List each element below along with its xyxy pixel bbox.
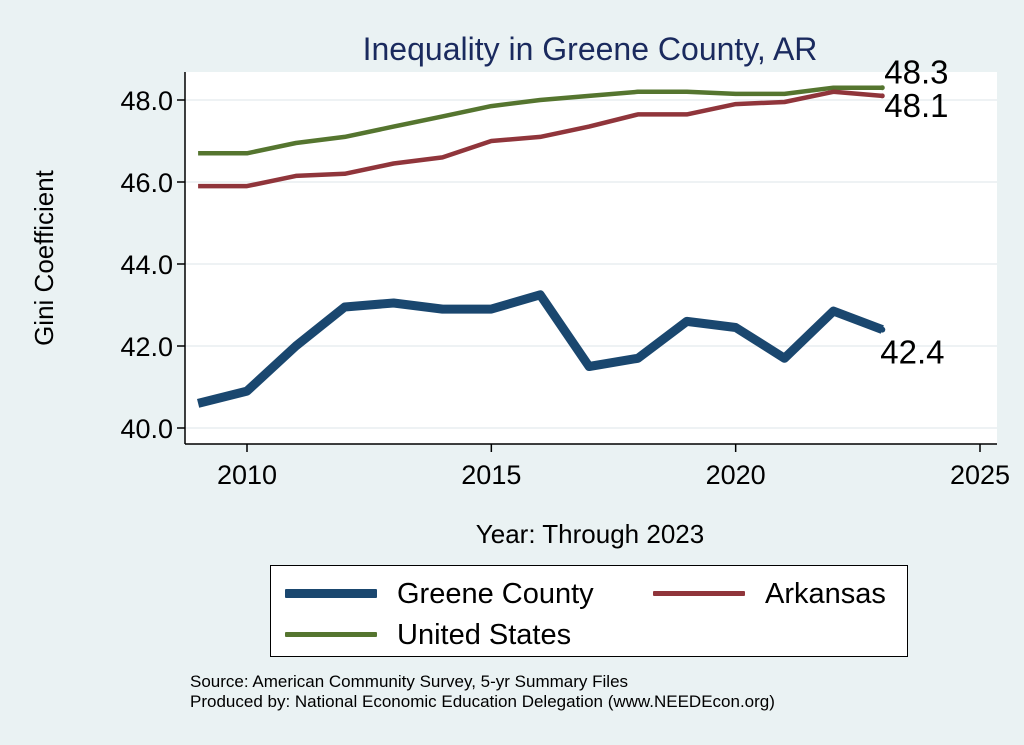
legend-swatch-united-states — [285, 632, 377, 637]
series-line-united-states — [198, 85, 883, 156]
data-series — [197, 85, 886, 408]
end-label-arkansas: 48.1 — [884, 87, 948, 124]
series-end-point — [879, 85, 885, 91]
chart-title: Inequality in Greene County, AR — [363, 31, 818, 67]
y-tick-label: 40.0 — [120, 414, 173, 444]
end-labels: 42.4 48.148.3 — [880, 54, 948, 371]
legend-label-greene-county: Greene County — [397, 578, 594, 610]
legend-swatch-greene-county — [285, 589, 377, 598]
x-tick-label: 2015 — [461, 460, 521, 490]
y-tick-label: 42.0 — [120, 332, 173, 362]
x-tick-label: 2020 — [706, 460, 766, 490]
gridlines — [185, 99, 997, 429]
x-tick-label: 2025 — [950, 460, 1010, 490]
series-end-point — [879, 326, 886, 333]
produced-by-note: Produced by: National Economic Education… — [190, 692, 775, 711]
y-tick-label: 44.0 — [120, 250, 173, 280]
end-label-greene-county: 42.4 — [880, 334, 944, 371]
y-tick-label: 48.0 — [120, 86, 173, 116]
y-tick-label: 46.0 — [120, 168, 173, 198]
chart-legend: Greene County Arkansas United States — [270, 565, 908, 657]
y-axis-label: Gini Coefficient — [29, 169, 59, 346]
axes: 40.0 42.0 44.0 46.0 48.0 2010 2015 2020 2025 — [120, 72, 1010, 490]
plot-area — [185, 72, 997, 444]
x-tick-label: 2010 — [217, 460, 277, 490]
end-label-united-states: 48.3 — [884, 54, 948, 91]
source-note: Source: American Community Survey, 5-yr … — [190, 672, 629, 691]
series-line-greene-county — [197, 290, 884, 408]
legend-label-arkansas: Arkansas — [765, 578, 886, 610]
legend-swatch-arkansas — [653, 591, 745, 596]
x-axis-label: Year: Through 2023 — [476, 519, 704, 549]
series-end-point — [879, 93, 885, 99]
legend-label-united-states: United States — [397, 619, 572, 651]
series-line-arkansas — [198, 89, 883, 189]
